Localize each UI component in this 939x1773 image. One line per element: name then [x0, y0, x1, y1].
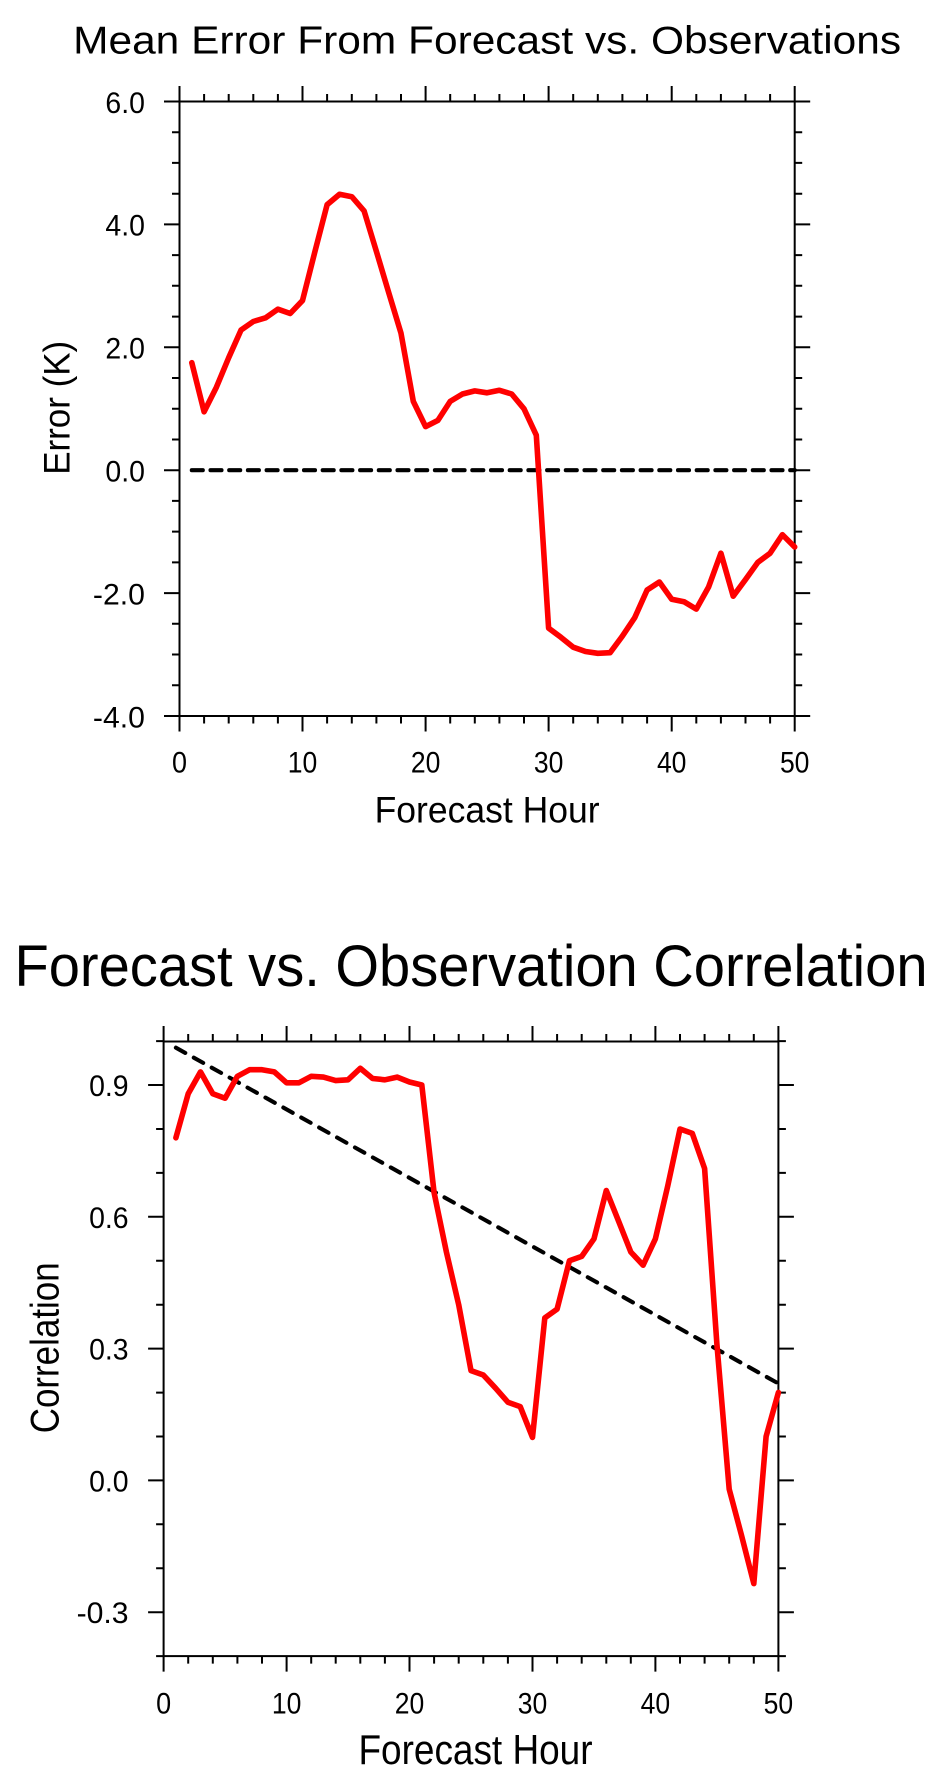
- svg-text:Correlation: Correlation: [24, 1262, 68, 1433]
- svg-text:Forecast Hour: Forecast Hour: [375, 790, 600, 831]
- svg-text:50: 50: [764, 1688, 794, 1721]
- svg-text:6.0: 6.0: [105, 87, 145, 120]
- svg-text:10: 10: [272, 1688, 302, 1721]
- svg-text:30: 30: [534, 747, 564, 780]
- svg-text:30: 30: [518, 1688, 548, 1721]
- svg-text:40: 40: [657, 747, 687, 780]
- svg-text:Mean Error From Forecast vs. O: Mean Error From Forecast vs. Observation…: [73, 19, 901, 62]
- svg-text:0: 0: [156, 1688, 171, 1721]
- svg-text:2.0: 2.0: [105, 333, 145, 366]
- svg-text:40: 40: [641, 1688, 671, 1721]
- svg-text:0.6: 0.6: [89, 1202, 129, 1235]
- svg-text:0.9: 0.9: [89, 1070, 129, 1103]
- svg-text:10: 10: [288, 747, 318, 780]
- svg-text:-2.0: -2.0: [93, 578, 145, 611]
- svg-text:0.0: 0.0: [105, 456, 145, 489]
- svg-text:-0.3: -0.3: [77, 1597, 129, 1630]
- svg-text:0.0: 0.0: [89, 1465, 129, 1498]
- svg-text:4.0: 4.0: [105, 210, 145, 243]
- svg-text:Forecast Hour: Forecast Hour: [359, 1727, 593, 1773]
- svg-text:50: 50: [780, 747, 810, 780]
- svg-text:20: 20: [395, 1688, 425, 1721]
- svg-text:20: 20: [411, 747, 441, 780]
- svg-text:Error (K): Error (K): [37, 341, 78, 475]
- svg-text:Forecast vs. Observation Corre: Forecast vs. Observation Correlation: [15, 934, 928, 999]
- svg-text:-4.0: -4.0: [93, 701, 145, 734]
- svg-text:0: 0: [172, 747, 187, 780]
- svg-text:0.3: 0.3: [89, 1334, 129, 1367]
